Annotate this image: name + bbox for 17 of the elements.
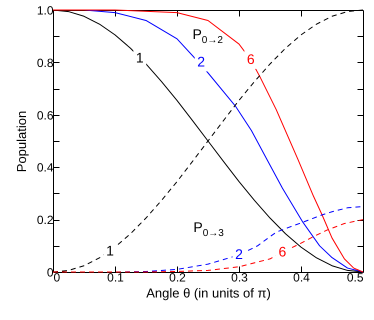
x-tick-label: 0.1 — [107, 270, 124, 284]
y-tick-label: 0.2 — [36, 213, 54, 228]
x-tick-label: 0.4 — [293, 270, 310, 284]
x-tick-label: 0.2 — [169, 270, 186, 284]
y-tick-label: 0.4 — [36, 160, 54, 175]
y-axis-title: Population — [14, 110, 29, 172]
x-axis-title: Angle θ (in units of π) — [146, 286, 271, 300]
annotation: 1 — [106, 242, 114, 259]
annotation: P$_{0→3}$ — [193, 218, 224, 240]
y-tick-label: 1.0 — [36, 4, 54, 18]
x-tick-label: 0.5 — [346, 270, 364, 284]
annotation: 2 — [235, 246, 244, 262]
annotation: 6 — [278, 243, 286, 260]
x-tick-label: 0.3 — [231, 270, 248, 284]
y-tick-label: 0.6 — [36, 108, 54, 122]
annotation: P$_{0→2}$ — [192, 26, 224, 46]
y-tick-label: 0.8 — [36, 56, 54, 70]
